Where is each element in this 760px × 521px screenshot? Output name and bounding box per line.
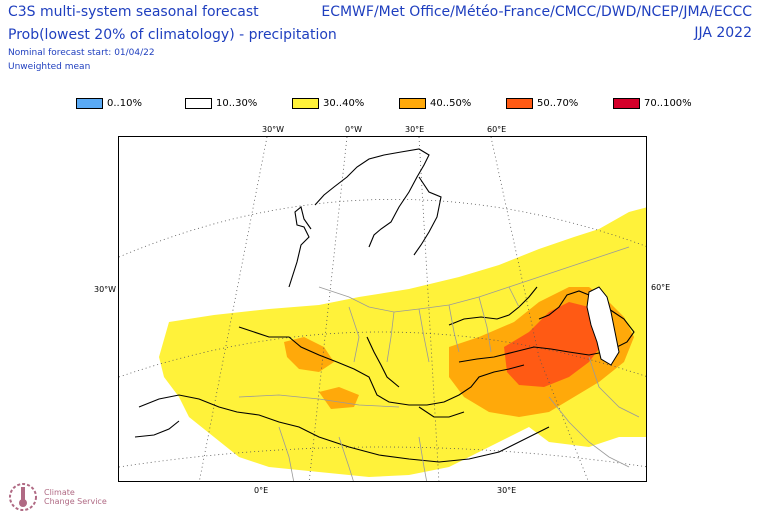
legend-swatch-10-30 <box>185 97 212 109</box>
copernicus-climate-logo: Climate Change Service <box>6 478 116 518</box>
lon-label-bottom-30e: 30°E <box>497 486 517 495</box>
logo-line2: Change Service <box>44 497 107 506</box>
caspian-sea <box>586 286 620 366</box>
legend-swatch-40-50 <box>399 97 426 109</box>
source-centres: ECMWF/Met Office/Météo-France/CMCC/DWD/N… <box>321 4 752 20</box>
legend-label: 70..100% <box>644 97 692 109</box>
legend-swatch-50-70 <box>506 97 533 109</box>
legend-label: 10..30% <box>216 97 258 109</box>
lon-label-top-60e: 60°E <box>487 125 507 134</box>
legend-swatch-30-40 <box>292 97 319 109</box>
legend: 0..10% 10..30% 30..40% 40..50% 50..70% 7… <box>0 96 760 110</box>
legend-item: 70..100% <box>613 96 692 110</box>
lon-label-bottom-0: 0°E <box>254 486 269 495</box>
forecast-start-label: Nominal forecast start: 01/04/22 <box>8 48 155 58</box>
legend-swatch-0-10 <box>76 97 103 109</box>
graticule-lines <box>119 137 646 481</box>
legend-item: 40..50% <box>399 96 471 110</box>
lon-label-top-0: 0°W <box>345 125 362 134</box>
logo-line1: Climate <box>44 488 75 497</box>
legend-label: 40..50% <box>430 97 472 109</box>
season-label: JJA 2022 <box>694 25 752 41</box>
legend-item: 50..70% <box>506 96 578 110</box>
chart-subtitle: Prob(lowest 20% of climatology) - precip… <box>8 27 337 43</box>
legend-item: 10..30% <box>185 96 257 110</box>
lon-label-right-60e: 60°E <box>651 283 671 292</box>
prob-area-50-70 <box>504 302 604 387</box>
lon-label-top-30w: 30°W <box>262 125 285 134</box>
lon-label-top-30e: 30°E <box>405 125 425 134</box>
legend-item: 30..40% <box>292 96 364 110</box>
thermometer-logo-icon <box>9 483 37 511</box>
logo-wordmark: Climate Change Service <box>44 488 107 506</box>
legend-label: 0..10% <box>107 97 142 109</box>
forecast-map <box>118 136 647 482</box>
coastlines <box>134 148 635 463</box>
country-borders <box>238 246 640 481</box>
chart-title: C3S multi-system seasonal forecast <box>8 4 259 20</box>
legend-label: 50..70% <box>537 97 579 109</box>
legend-item: 0..10% <box>76 96 142 110</box>
legend-swatch-70-100 <box>613 97 640 109</box>
lon-label-left-30w: 30°W <box>94 285 117 294</box>
legend-label: 30..40% <box>323 97 365 109</box>
mean-label: Unweighted mean <box>8 62 91 72</box>
prob-area-40-50 <box>284 337 334 372</box>
map-canvas <box>119 137 646 481</box>
